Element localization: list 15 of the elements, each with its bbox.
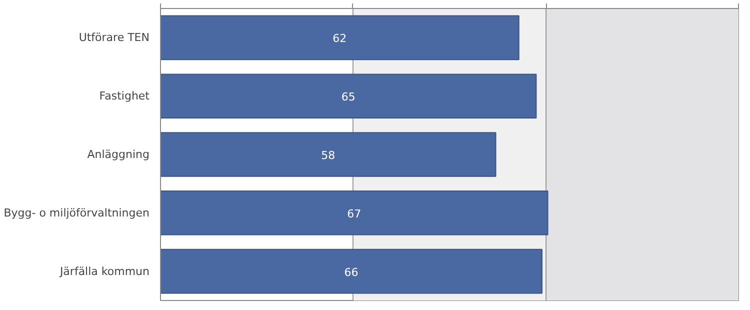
y-tick-label: Anläggning: [87, 148, 150, 161]
bar: [160, 132, 496, 177]
y-tick-label: Utförare TEN: [78, 31, 150, 44]
data-label: 66: [344, 266, 358, 279]
data-label: 65: [341, 90, 356, 104]
bar: [160, 74, 537, 118]
data-label: 67: [347, 207, 362, 220]
data-label: 62: [332, 32, 347, 46]
bar: [160, 190, 548, 236]
y-tick-label: Fastighet: [99, 90, 150, 103]
bar: [160, 248, 542, 294]
data-label: 58: [321, 149, 336, 162]
bar: [160, 15, 520, 60]
y-tick-label: Bygg- o miljöförvaltningen: [4, 206, 150, 220]
y-tick-label: Järfälla kommun: [58, 264, 150, 278]
